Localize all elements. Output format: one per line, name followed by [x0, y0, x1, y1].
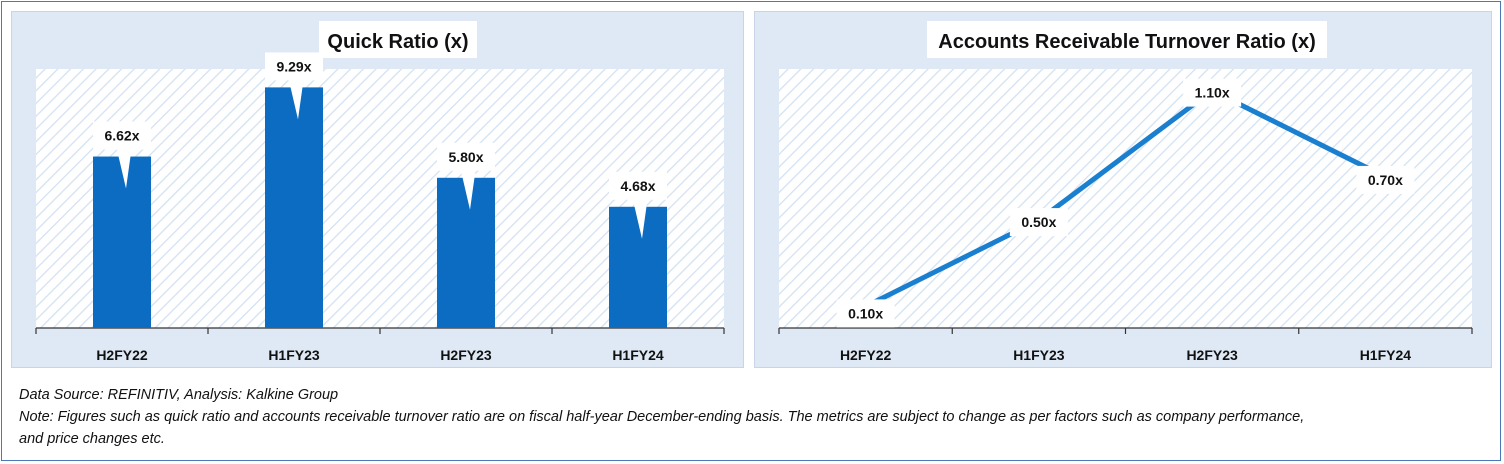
data-label-h2fy22: 6.62x: [104, 128, 139, 144]
bar-h2fy22: [93, 156, 151, 328]
data-label-h1fy23-box: [265, 52, 323, 81]
bar-h1fy23: [265, 87, 323, 328]
x-tick-label-h1fy24: H1FY24: [612, 347, 664, 363]
data-label-h2fy22-box: [93, 121, 151, 150]
data-label-h2fy23-pointer: [460, 166, 476, 210]
data-label-h1fy23: 9.29x: [276, 58, 311, 74]
chart-title: Accounts Receivable Turnover Ratio (x): [938, 31, 1316, 53]
bar-h2fy23: [437, 177, 495, 328]
data-label-h2fy23: 1.10x: [1195, 85, 1230, 101]
data-label-h1fy24-callout: 0.70x: [1356, 165, 1415, 194]
data-label-h2fy22-callout: 0.10x: [836, 299, 895, 328]
note-text-line1: Note: Figures such as quick ratio and ac…: [19, 409, 1305, 425]
data-label-h2fy23-box: [437, 142, 495, 171]
data-label-h2fy22-callout: 6.62x: [93, 121, 151, 189]
data-label-h2fy22-box: [836, 299, 895, 328]
x-tick-label-h2fy22: H2FY22: [96, 347, 148, 363]
data-label-h1fy23-pointer: [288, 76, 304, 120]
data-label-h2fy23-box: [1183, 78, 1242, 107]
chart-title-background: [319, 21, 477, 58]
data-source-text: Data Source: REFINITIV, Analysis: Kalkin…: [19, 387, 339, 403]
ar-turnover-chart: Accounts Receivable Turnover Ratio (x) H2…: [778, 21, 1473, 363]
data-label-h1fy24: 4.68x: [620, 178, 655, 194]
data-label-h1fy24-box: [1356, 165, 1415, 194]
data-label-h2fy22: 0.10x: [848, 305, 883, 321]
x-tick-label-h1fy23: H1FY23: [268, 347, 320, 363]
data-label-h2fy22-pointer: [116, 145, 132, 189]
x-tick-label-h2fy23: H2FY23: [440, 347, 492, 363]
bar-h1fy24: [609, 206, 667, 328]
chart-title-box: Accounts Receivable Turnover Ratio (x): [927, 21, 1327, 58]
data-label-h1fy23-box: [1009, 208, 1068, 237]
chart-title: Quick Ratio (x): [327, 31, 468, 53]
data-label-h2fy23-callout: 1.10x: [1183, 78, 1242, 107]
chart-title-box: Quick Ratio (x): [319, 21, 477, 58]
data-label-h1fy24-box: [609, 171, 667, 200]
x-tick-label-h2fy22: H2FY22: [840, 347, 892, 363]
data-label-h1fy23-callout: 9.29x: [265, 52, 323, 120]
chart-title-background: [927, 21, 1327, 58]
data-label-h1fy23: 0.50x: [1021, 214, 1056, 230]
data-label-h2fy23-callout: 5.80x: [437, 142, 495, 210]
quick-ratio-chart: Quick Ratio (x) H2FY22 H1FY23 H2FY23 H1FY24 6…: [35, 21, 725, 363]
x-tick-label-h2fy23: H2FY23: [1186, 347, 1238, 363]
note-text-line2: and price changes etc.: [19, 431, 165, 447]
quick-ratio-panel: Quick Ratio (x) H2FY22 H1FY23 H2FY23 H1FY24 6…: [11, 11, 744, 368]
ar-turnover-panel: Accounts Receivable Turnover Ratio (x) H2…: [754, 11, 1492, 368]
data-label-h1fy23-callout: 0.50x: [1009, 208, 1068, 237]
data-label-h1fy24-pointer: [632, 195, 648, 239]
data-label-h2fy23: 5.80x: [448, 149, 483, 165]
footer-notes: Data Source: REFINITIV, Analysis: Kalkin…: [19, 384, 1489, 450]
plot-area: [779, 69, 1472, 328]
data-label-h1fy24: 0.70x: [1368, 172, 1403, 188]
series-line: [863, 88, 1388, 309]
x-tick-label-h1fy24: H1FY24: [1360, 347, 1412, 363]
x-tick-label-h1fy23: H1FY23: [1013, 347, 1065, 363]
data-label-h1fy24-callout: 4.68x: [609, 171, 667, 239]
